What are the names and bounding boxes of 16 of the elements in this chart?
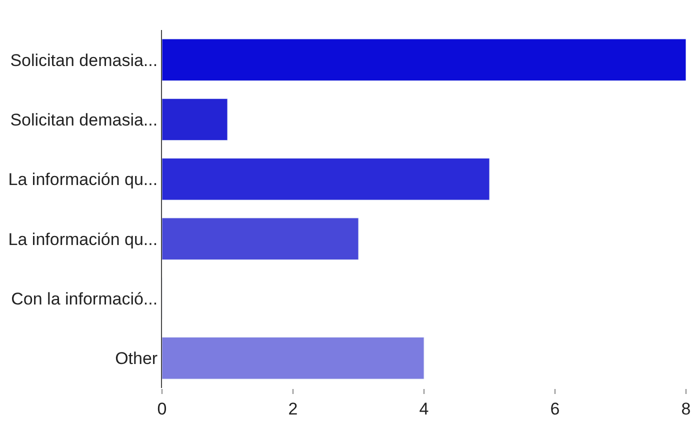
x-tick-label: 0 [157, 399, 167, 418]
y-tick-label: La información qu... [8, 170, 158, 190]
y-tick-label: La información qu... [8, 230, 158, 249]
x-tick-label: 4 [419, 399, 429, 418]
y-tick-label: Con la informació... [11, 289, 158, 308]
x-tick-label: 2 [288, 399, 298, 418]
bar [162, 337, 424, 380]
y-tick-label: Other [115, 349, 158, 368]
x-tick-label: 8 [681, 399, 691, 418]
y-tick-label: Solicitan demasia... [10, 50, 158, 70]
bar [162, 38, 686, 81]
bar [162, 158, 490, 200]
x-tick-label: 6 [550, 399, 560, 418]
y-tick-label: Solicitan demasia... [10, 110, 158, 130]
bar [162, 98, 228, 141]
bar [162, 218, 359, 260]
